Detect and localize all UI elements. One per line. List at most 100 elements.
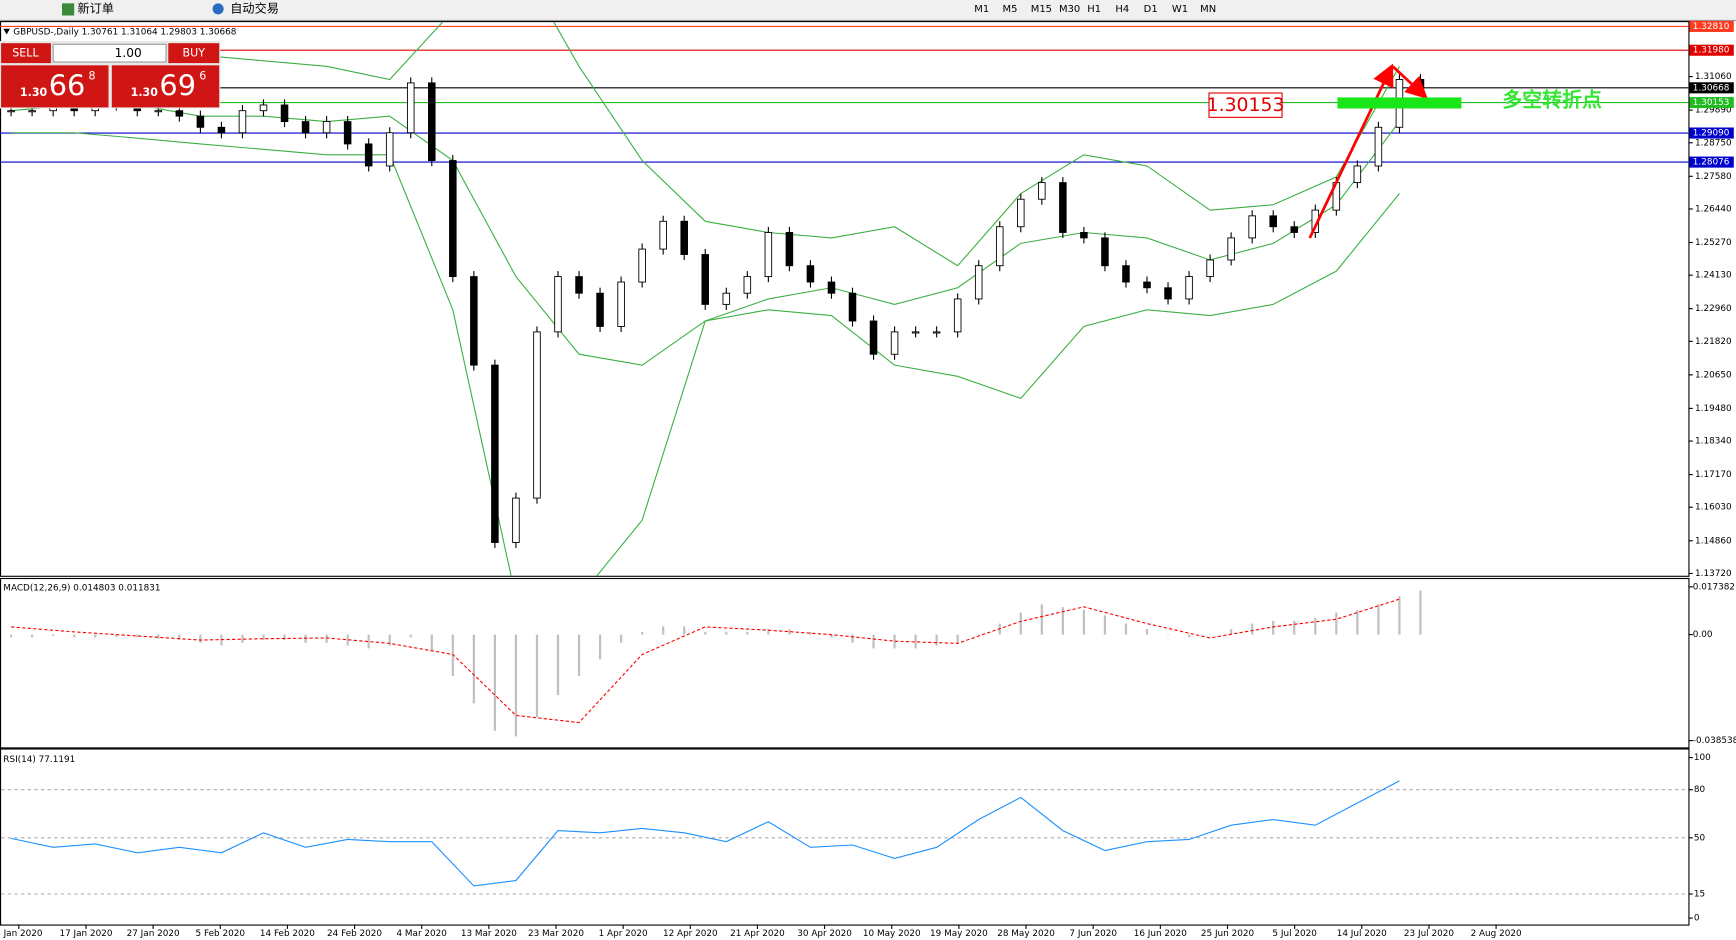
candle-body: [1059, 182, 1067, 233]
macd-bar: [1166, 634, 1170, 636]
level-tag: [1689, 20, 1734, 32]
macd-bar: [977, 634, 980, 636]
y-tick-label: 1.27580: [1695, 172, 1732, 182]
x-tick-label: 25 Jun 2020: [1201, 929, 1255, 939]
macd-bar: [409, 634, 412, 638]
candle-body: [953, 298, 962, 333]
sell-button[interactable]: [1, 43, 51, 64]
new-order-icon[interactable]: [62, 3, 75, 16]
candle-body: [449, 160, 457, 278]
x-tick-label: 8 Jan 2020: [0, 929, 43, 939]
macd-bar: [136, 634, 139, 638]
sell-price-big[interactable]: 1.30: [20, 86, 48, 99]
reversal-arrow: [1391, 65, 1428, 99]
buy-price-box[interactable]: [111, 65, 220, 108]
candle-body: [385, 132, 394, 167]
macd-bar: [893, 634, 896, 649]
trend-arrow: [1308, 63, 1394, 239]
timeframe-button[interactable]: M15: [1031, 4, 1052, 15]
buy-price-big[interactable]: 1.30: [131, 86, 159, 99]
x-tick-label: 24 Feb 2020: [327, 929, 382, 939]
candle-body: [1164, 287, 1172, 300]
y-tick-label: 15: [1694, 890, 1705, 900]
y-tick-label: 1.14860: [1695, 536, 1732, 546]
macd-bar: [1209, 634, 1212, 636]
timeframe-button[interactable]: M30: [1059, 4, 1080, 15]
candle-body: [785, 232, 794, 267]
macd-bar: [451, 634, 454, 676]
buy-button[interactable]: [168, 43, 220, 64]
x-tick-label: 1 Apr 2020: [599, 929, 648, 939]
x-tick-label: 7 Jun 2020: [1069, 929, 1117, 939]
macd-bar: [1272, 620, 1275, 635]
y-tick-label: 0.00: [1693, 630, 1713, 640]
sell-label[interactable]: SELL: [12, 47, 39, 60]
candle-body: [932, 331, 941, 334]
sell-price-box[interactable]: [1, 65, 109, 108]
candle-body: [638, 248, 646, 283]
candle-body: [1185, 276, 1193, 300]
timeframe-button[interactable]: H1: [1087, 4, 1101, 15]
timeframe-button[interactable]: M1: [974, 4, 989, 15]
lot-field[interactable]: [52, 43, 167, 63]
candle-body: [617, 281, 625, 327]
macd-bar: [1293, 620, 1296, 635]
candle-body: [1143, 281, 1151, 289]
timeframe-button[interactable]: MN: [1200, 4, 1216, 15]
macd-bar: [767, 629, 770, 635]
x-tick-label: 14 Jul 2020: [1337, 929, 1387, 939]
timeframe-button[interactable]: D1: [1144, 4, 1158, 15]
collapse-icon[interactable]: [3, 28, 10, 35]
auto-trading-button[interactable]: 自动交易: [230, 0, 279, 15]
timeframe-button[interactable]: H4: [1115, 4, 1129, 15]
macd-bar: [472, 634, 475, 704]
sell-price-pip[interactable]: 8: [89, 69, 96, 82]
macd-bar: [241, 634, 244, 643]
candle-body: [911, 331, 920, 334]
candle-body: [701, 254, 710, 305]
sell-price-main[interactable]: 66: [49, 68, 86, 102]
macd-bar: [52, 634, 55, 636]
buy-price-main[interactable]: 69: [159, 68, 196, 102]
x-tick-label: 10 May 2020: [863, 929, 921, 939]
y-tick-label: 1.16030: [1695, 503, 1732, 513]
candle-body: [1038, 182, 1046, 200]
macd-bar: [367, 634, 370, 649]
x-tick-label: 14 Feb 2020: [260, 929, 315, 939]
macd-bar: [1061, 607, 1064, 635]
x-tick-label: 30 Apr 2020: [797, 929, 852, 939]
timeframe-button[interactable]: M5: [1003, 4, 1018, 15]
macd-bar: [851, 634, 854, 643]
macd-bar: [94, 634, 97, 638]
macd-bar: [577, 634, 581, 676]
new-order-button[interactable]: 新订单: [78, 0, 114, 15]
timeframe-bar: M1 M5 M15 M30 H1 H4 D1 W1 MN: [974, 4, 1216, 15]
y-tick-label: 50: [1694, 833, 1706, 843]
macd-bar: [115, 634, 118, 637]
macd-bar: [641, 631, 644, 635]
buy-label[interactable]: BUY: [183, 47, 206, 60]
candle-body: [806, 265, 815, 283]
x-tick-label: 28 May 2020: [997, 929, 1055, 939]
bollinger-upper: [11, 22, 1400, 267]
auto-trading-icon[interactable]: [212, 3, 224, 15]
candle-body: [722, 292, 731, 305]
candle-body: [533, 331, 541, 499]
y-tick-label: 1.17170: [1695, 470, 1732, 480]
price-callout: [1208, 92, 1283, 118]
macd-bar: [199, 634, 202, 643]
candle-body: [890, 331, 899, 355]
timeframe-button[interactable]: W1: [1172, 4, 1188, 15]
candle-body: [827, 281, 836, 294]
buy-price-pip[interactable]: 6: [199, 69, 206, 82]
macd-info: MACD(12,26,9) 0.014803 0.011831: [3, 583, 160, 593]
candle-body: [280, 104, 289, 123]
x-tick-label: 16 Jun 2020: [1134, 929, 1188, 939]
candle-body: [1122, 265, 1130, 283]
macd-bar: [872, 634, 875, 649]
lot-value[interactable]: 1.00: [115, 46, 142, 60]
candle-body: [848, 292, 857, 322]
candle-body: [175, 110, 184, 117]
candle-body: [659, 220, 667, 250]
candle-body: [491, 364, 499, 543]
